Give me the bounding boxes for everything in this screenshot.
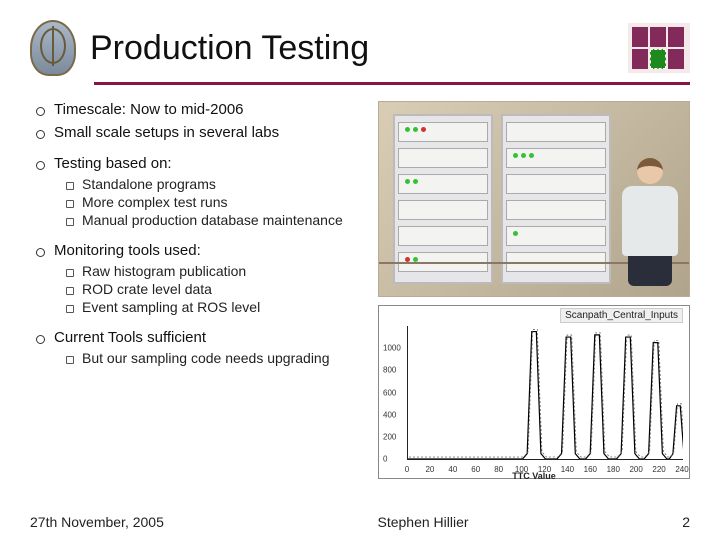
sub-bullet-item: More complex test runs xyxy=(54,194,370,210)
chart-title: Scanpath_Central_Inputs xyxy=(560,308,683,323)
bullet-item: Monitoring tools used:Raw histogram publ… xyxy=(30,242,370,315)
bullet-list: Timescale: Now to mid-2006 Small scale se… xyxy=(30,101,370,366)
footer-date: 27th November, 2005 xyxy=(30,514,164,530)
footer-author: Stephen Hillier xyxy=(378,514,469,530)
atlas-logo xyxy=(30,20,76,76)
sub-bullet-item: ROD crate level data xyxy=(54,281,370,297)
lab-photo xyxy=(378,101,690,297)
footer: 27th November, 2005 Stephen Hillier 2 xyxy=(30,514,690,530)
sub-bullet-item: Raw histogram publication xyxy=(54,263,370,279)
sub-bullet-item: Standalone programs xyxy=(54,176,370,192)
bullet-item: Small scale setups in several labs xyxy=(30,124,370,141)
footer-page: 2 xyxy=(682,514,690,530)
sub-bullet-item: Manual production database maintenance xyxy=(54,212,370,228)
sub-bullet-item: Event sampling at ROS level xyxy=(54,299,370,315)
bullet-item: Testing based on:Standalone programsMore… xyxy=(30,155,370,228)
bullet-item: Timescale: Now to mid-2006 xyxy=(30,101,370,118)
bullet-item: Current Tools sufficientBut our sampling… xyxy=(30,329,370,366)
histogram-chart: Scanpath_Central_Inputs TTC Value 020040… xyxy=(378,305,690,479)
title-rule xyxy=(94,82,690,85)
sub-bullet-item: But our sampling code needs upgrading xyxy=(54,350,370,366)
calorimeter-icon xyxy=(628,23,690,73)
slide-title: Production Testing xyxy=(90,29,614,68)
